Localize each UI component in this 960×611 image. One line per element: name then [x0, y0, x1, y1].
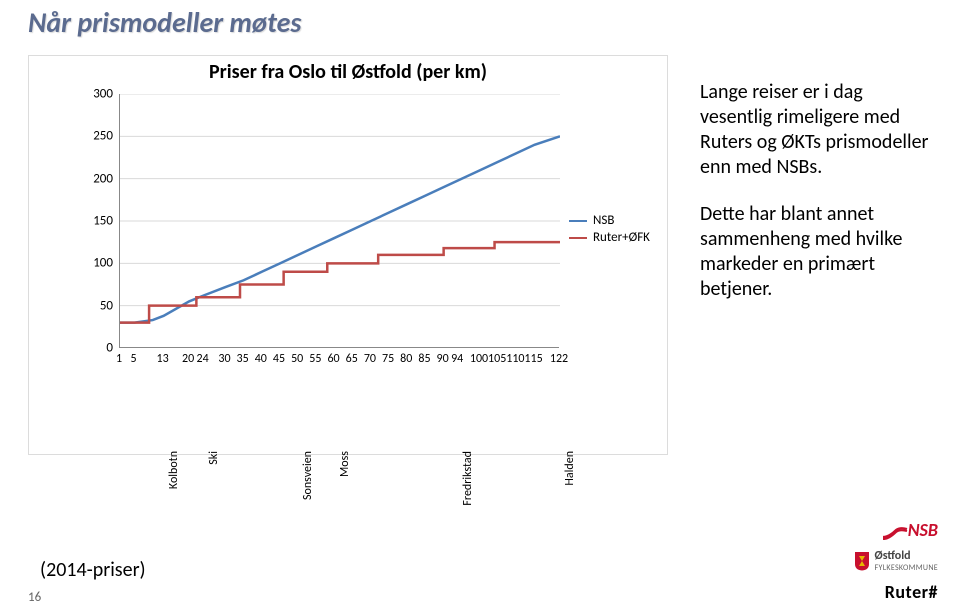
x-tick-label: 115 [524, 352, 542, 366]
ostfold-logo-line2: FYLKESKOMMUNE [875, 563, 938, 573]
x-tick-label: 75 [382, 352, 394, 366]
x-tick-label: 55 [309, 352, 321, 366]
side-text: Lange reiser er i dag vesentlig rimelige… [700, 80, 935, 324]
x-tick-label: 13 [157, 352, 169, 366]
page-number: 16 [28, 590, 41, 605]
legend-item: Ruter+ØFK [569, 230, 650, 245]
x-tick-label: 24 [197, 352, 209, 366]
ruter-logo: Ruter# [885, 581, 938, 603]
x-tick-label: 110 [506, 352, 524, 366]
x-tick-label: 30 [218, 352, 230, 366]
ostfold-logo: Østfold FYLKESKOMMUNE [854, 549, 938, 573]
x-tick-label: 20 [182, 352, 194, 366]
x-tick-label: 60 [327, 352, 339, 366]
x-station-label: Sonsveien [301, 451, 315, 500]
page-title: Når prismodeller møtes [28, 5, 301, 40]
x-tick-label: 90 [437, 352, 449, 366]
x-tick-label: 1 [116, 352, 122, 366]
chart: Priser fra Oslo til Østfold (per km) 0 50… [28, 55, 668, 455]
x-station-label: Kolbotn [167, 451, 181, 489]
nsb-logo-text: NSB [908, 519, 938, 541]
plot-area [119, 94, 559, 348]
y-tick-label: 200 [85, 171, 113, 186]
x-tick-label: 35 [237, 352, 249, 366]
x-tick-label: 5 [130, 352, 136, 366]
series-NSB [120, 136, 560, 322]
x-station-label: Ski [207, 451, 221, 465]
legend-swatch [569, 220, 587, 222]
x-tick-label: 100 [470, 352, 488, 366]
ostfold-logo-line1: Østfold [875, 549, 938, 563]
y-tick-label: 300 [85, 87, 113, 102]
side-text-p2: Dette har blant annet sammenheng med hvi… [700, 202, 935, 302]
y-tick-label: 50 [85, 298, 113, 313]
x-tick-label: 70 [364, 352, 376, 366]
legend-label: Ruter+ØFK [593, 230, 650, 245]
legend-label: NSB [593, 213, 614, 228]
legend-item: NSB [569, 213, 650, 228]
chart-title: Priser fra Oslo til Østfold (per km) [29, 60, 667, 84]
chart-lines [120, 94, 560, 348]
x-station-label: Fredrikstad [461, 451, 475, 506]
x-tick-label: 45 [273, 352, 285, 366]
side-text-p1: Lange reiser er i dag vesentlig rimelige… [700, 80, 935, 180]
y-tick-label: 250 [85, 129, 113, 144]
series-Ruter+ØFK [120, 242, 560, 322]
y-tick-label: 100 [85, 256, 113, 271]
x-tick-label: 65 [346, 352, 358, 366]
x-station-label: Halden [563, 451, 577, 486]
x-tick-label: 105 [488, 352, 506, 366]
x-tick-label: 85 [418, 352, 430, 366]
legend: NSB Ruter+ØFK [569, 211, 650, 247]
logos: NSB Østfold FYLKESKOMMUNE Ruter# [854, 519, 938, 603]
x-tick-label: 94 [451, 352, 463, 366]
footnote: (2014-priser) [40, 558, 146, 582]
nsb-logo: NSB [882, 519, 938, 541]
x-tick-label: 80 [400, 352, 412, 366]
x-station-label: Moss [338, 451, 352, 477]
legend-swatch [569, 237, 587, 239]
y-tick-label: 0 [85, 341, 113, 356]
y-tick-label: 150 [85, 214, 113, 229]
x-tick-label: 50 [291, 352, 303, 366]
x-tick-label: 40 [255, 352, 267, 366]
x-tick-label: 122 [550, 352, 568, 366]
